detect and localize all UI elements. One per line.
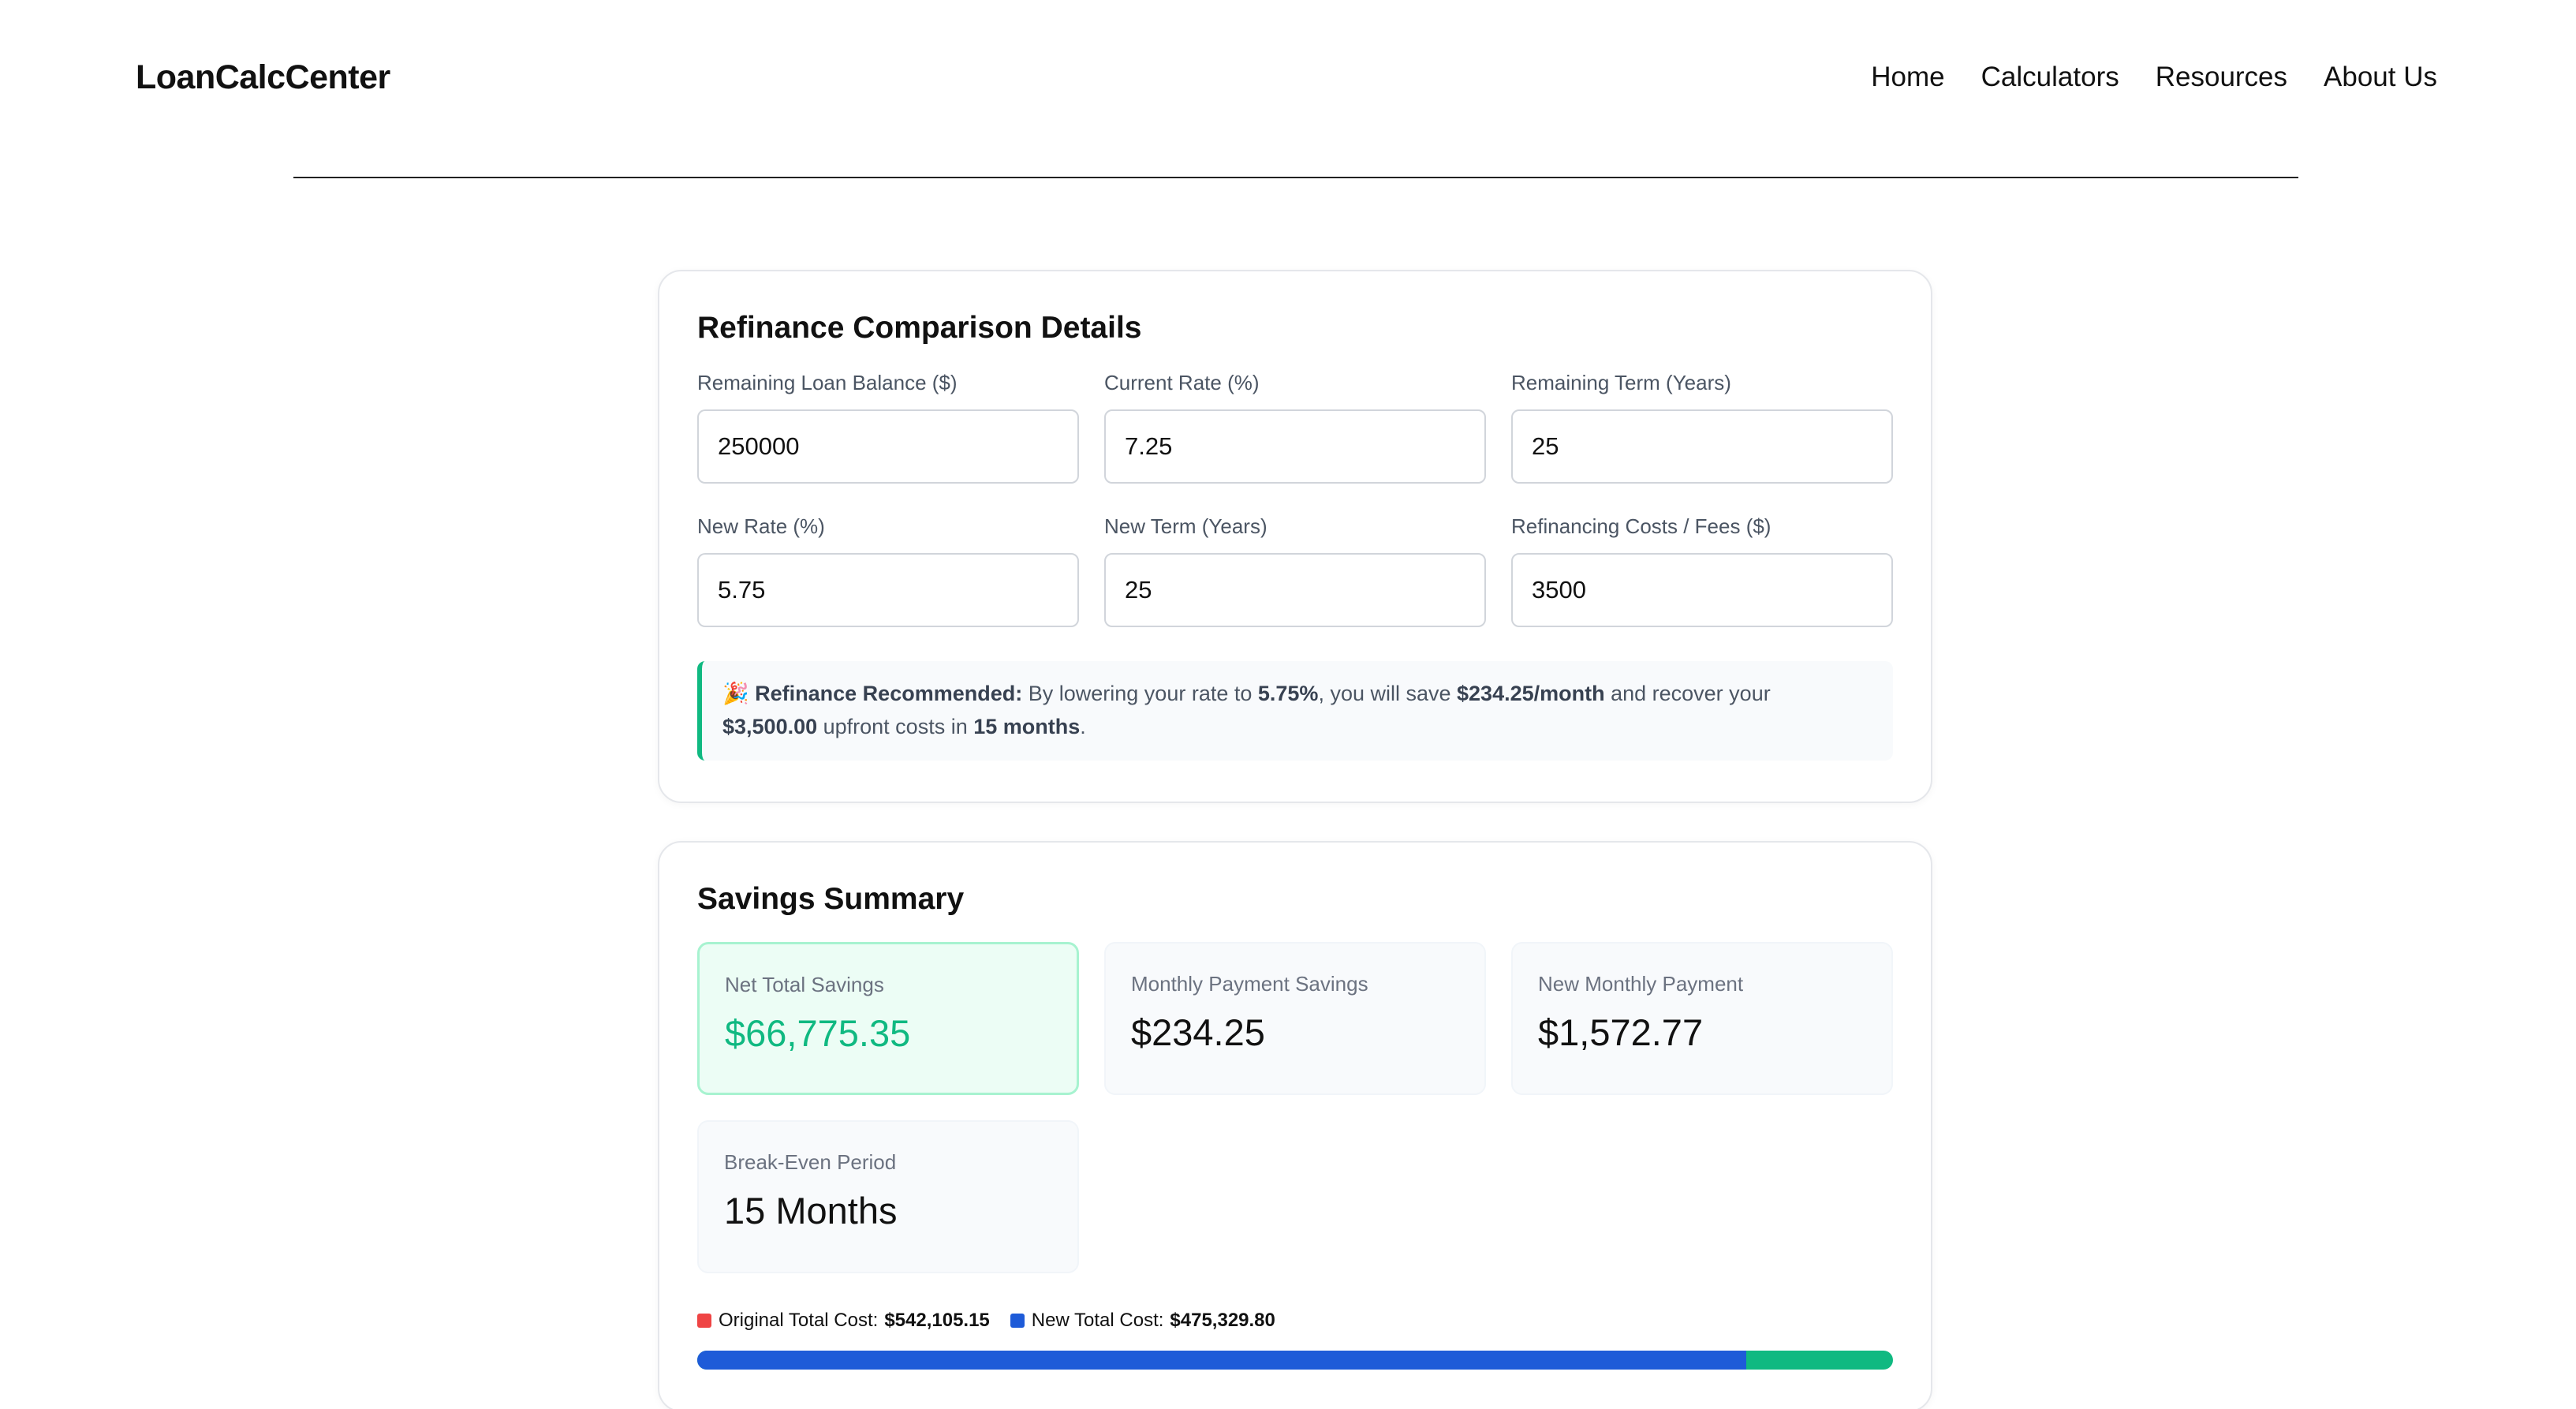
new-term-input[interactable] <box>1104 553 1486 627</box>
new-rate-label: New Rate (%) <box>697 514 825 538</box>
refinancing-costs-label: Refinancing Costs / Fees ($) <box>1511 514 1771 538</box>
new-cost-swatch <box>1010 1314 1025 1328</box>
nav-home[interactable]: Home <box>1871 62 1945 92</box>
loan-balance-field: Remaining Loan Balance ($) <box>697 371 1079 484</box>
party-icon: 🎉 <box>722 682 749 705</box>
new-rate-field: New Rate (%) <box>697 514 1079 627</box>
alert-break-even: 15 months <box>973 715 1081 738</box>
alert-text: and recover your <box>1604 682 1771 705</box>
details-title: Refinance Comparison Details <box>697 311 1142 345</box>
new-monthly-payment-stat: New Monthly Payment $1,572.77 <box>1511 942 1893 1095</box>
stat-label: New Monthly Payment <box>1538 972 1744 996</box>
stat-value: $66,775.35 <box>725 1012 911 1054</box>
original-cost-swatch <box>697 1314 711 1328</box>
net-total-savings-stat: Net Total Savings $66,775.35 <box>697 942 1079 1095</box>
alert-text: upfront costs in <box>817 715 974 738</box>
refinancing-costs-input[interactable] <box>1511 553 1893 627</box>
new-cost-bar-fill <box>697 1351 1746 1370</box>
alert-upfront-costs: $3,500.00 <box>722 715 818 738</box>
recommendation-alert: 🎉 Refinance Recommended: By lowering you… <box>697 661 1893 761</box>
legend-new-cost: New Total Cost: $475,329.80 <box>1010 1310 1275 1332</box>
nav-about-us[interactable]: About Us <box>2324 62 2437 92</box>
original-cost-label: Original Total Cost: <box>719 1310 879 1331</box>
main-nav: Home Calculators Resources About Us <box>1871 62 2437 93</box>
new-cost-label: New Total Cost: <box>1031 1310 1164 1331</box>
new-cost-value: $475,329.80 <box>1170 1310 1275 1331</box>
nav-calculators[interactable]: Calculators <box>1981 62 2119 92</box>
break-even-period-stat: Break-Even Period 15 Months <box>697 1120 1079 1273</box>
loan-balance-input[interactable] <box>697 409 1079 484</box>
cost-comparison-bar <box>697 1351 1893 1370</box>
current-rate-field: Current Rate (%) <box>1104 371 1486 484</box>
alert-heading: Refinance Recommended: <box>755 682 1023 705</box>
alert-new-rate: 5.75% <box>1257 682 1319 705</box>
stat-value: 15 Months <box>724 1190 898 1231</box>
remaining-term-input[interactable] <box>1511 409 1893 484</box>
alert-text: , you will save <box>1318 682 1458 705</box>
refinancing-costs-field: Refinancing Costs / Fees ($) <box>1511 514 1893 627</box>
stat-label: Break-Even Period <box>724 1150 897 1174</box>
nav-resources[interactable]: Resources <box>2155 62 2288 92</box>
stat-label: Monthly Payment Savings <box>1131 972 1368 996</box>
stat-value: $1,572.77 <box>1538 1011 1704 1053</box>
monthly-payment-savings-stat: Monthly Payment Savings $234.25 <box>1104 942 1486 1095</box>
savings-summary-card: Savings Summary Net Total Savings $66,77… <box>658 841 1932 1409</box>
current-rate-label: Current Rate (%) <box>1104 371 1260 394</box>
remaining-term-label: Remaining Term (Years) <box>1511 371 1731 394</box>
alert-text: By lowering your rate to <box>1022 682 1258 705</box>
new-term-label: New Term (Years) <box>1104 514 1267 538</box>
stat-label: Net Total Savings <box>725 973 884 996</box>
header-divider <box>293 177 2298 178</box>
cost-legend: Original Total Cost: $542,105.15 New Tot… <box>697 1310 1296 1332</box>
legend-original-cost: Original Total Cost: $542,105.15 <box>697 1310 990 1332</box>
site-header: LoanCalcCenter Home Calculators Resource… <box>0 0 2576 158</box>
current-rate-input[interactable] <box>1104 409 1486 484</box>
original-cost-value: $542,105.15 <box>884 1310 990 1331</box>
brand-logo[interactable]: LoanCalcCenter <box>136 58 390 96</box>
stat-value: $234.25 <box>1131 1011 1265 1053</box>
new-term-field: New Term (Years) <box>1104 514 1486 627</box>
new-rate-input[interactable] <box>697 553 1079 627</box>
refinance-details-card: Refinance Comparison Details Remaining L… <box>658 270 1932 803</box>
alert-text: . <box>1080 715 1086 738</box>
summary-title: Savings Summary <box>697 882 965 916</box>
loan-balance-label: Remaining Loan Balance ($) <box>697 371 958 394</box>
remaining-term-field: Remaining Term (Years) <box>1511 371 1893 484</box>
alert-monthly-savings: $234.25/month <box>1457 682 1605 705</box>
